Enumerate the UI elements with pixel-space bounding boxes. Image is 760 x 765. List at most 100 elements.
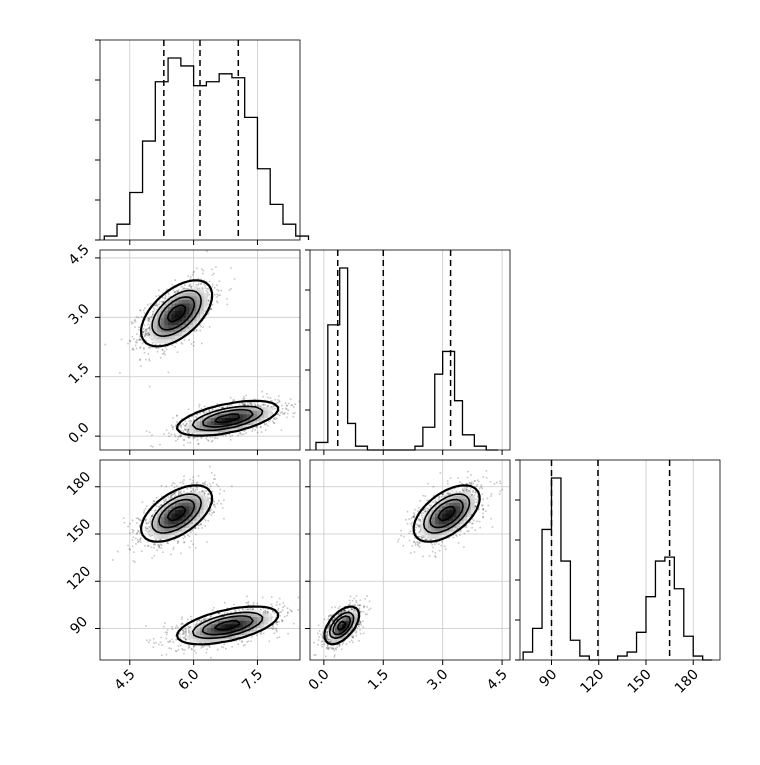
sample-point — [148, 318, 150, 320]
sample-point — [137, 539, 139, 541]
sample-point — [181, 619, 183, 621]
sample-point — [174, 434, 176, 436]
sample-point — [218, 500, 220, 502]
sample-point — [215, 266, 217, 268]
sample-point — [133, 338, 135, 340]
density-cell — [264, 411, 268, 415]
sample-point — [183, 535, 185, 537]
sample-point — [158, 289, 160, 291]
sample-point — [187, 535, 189, 537]
sample-point — [214, 475, 216, 477]
sample-point — [141, 316, 143, 318]
sample-point — [188, 408, 190, 410]
density-cell — [186, 304, 190, 308]
sample-point — [183, 444, 185, 446]
sample-point — [202, 273, 204, 275]
sample-point — [183, 490, 185, 492]
sample-point — [238, 609, 240, 611]
sample-point — [157, 351, 159, 353]
sample-point — [152, 342, 154, 344]
sample-point — [147, 324, 149, 326]
sample-point — [210, 485, 212, 487]
sample-point — [180, 426, 182, 428]
sample-point — [188, 275, 190, 277]
density-cell — [193, 293, 197, 297]
sample-point — [121, 339, 123, 341]
sample-point — [168, 432, 170, 434]
sample-point — [136, 316, 138, 318]
sample-point — [205, 438, 207, 440]
density-cell — [154, 336, 158, 340]
sample-point — [190, 276, 192, 278]
sample-point — [223, 518, 225, 520]
density-cell — [189, 293, 193, 297]
sample-point — [136, 342, 138, 344]
sample-point — [180, 434, 182, 436]
sample-point — [231, 486, 233, 488]
sample-point — [257, 432, 259, 434]
sample-point — [147, 304, 149, 306]
sample-point — [148, 347, 150, 349]
sample-point — [288, 403, 290, 405]
sample-point — [176, 485, 178, 487]
sample-point — [157, 348, 159, 350]
sample-point — [208, 513, 210, 515]
sample-point — [222, 507, 224, 509]
sample-point — [154, 510, 156, 512]
sample-point — [191, 343, 193, 345]
sample-point — [243, 430, 245, 432]
density-cell — [157, 329, 161, 333]
density-cell — [182, 300, 186, 304]
sample-point — [135, 538, 137, 540]
sample-point — [293, 406, 295, 408]
sample-point — [183, 479, 185, 481]
sample-point — [158, 506, 160, 508]
sample-point — [193, 436, 195, 438]
sample-point — [281, 429, 283, 431]
sample-point — [268, 628, 270, 630]
sample-point — [141, 550, 143, 552]
sample-point — [189, 479, 191, 481]
sample-point — [160, 547, 162, 549]
sample-point — [207, 520, 209, 522]
sample-point — [208, 501, 210, 503]
sample-point — [281, 411, 283, 413]
sample-point — [282, 602, 284, 604]
sample-point — [284, 413, 286, 415]
sample-point — [195, 487, 197, 489]
sample-point — [214, 506, 216, 508]
sample-point — [178, 493, 180, 495]
sample-point — [145, 359, 147, 361]
sample-point — [132, 539, 134, 541]
sample-point — [147, 528, 149, 530]
sample-point — [262, 396, 264, 398]
sample-point — [104, 344, 106, 346]
density-cell — [211, 418, 215, 422]
sample-point — [158, 546, 160, 548]
sample-point — [274, 423, 276, 425]
sample-point — [173, 290, 175, 292]
density-cell — [175, 314, 179, 318]
sample-point — [166, 429, 168, 431]
sample-point — [180, 482, 182, 484]
sample-point — [206, 251, 208, 253]
sample-point — [252, 430, 254, 432]
sample-point — [204, 285, 206, 287]
sample-point — [216, 284, 218, 286]
sample-point — [256, 634, 258, 636]
sample-point — [144, 335, 146, 337]
sample-point — [159, 444, 161, 446]
sample-point — [202, 490, 204, 492]
sample-point — [178, 649, 180, 651]
sample-point — [185, 633, 187, 635]
sample-point — [279, 636, 281, 638]
sample-point — [288, 409, 290, 411]
sample-point — [132, 336, 134, 338]
sample-point — [171, 484, 173, 486]
sample-point — [276, 417, 278, 419]
sample-point — [214, 294, 216, 296]
density-cell — [207, 421, 211, 425]
sample-point — [286, 417, 288, 419]
sample-point — [151, 434, 153, 436]
density-cell — [171, 311, 175, 315]
